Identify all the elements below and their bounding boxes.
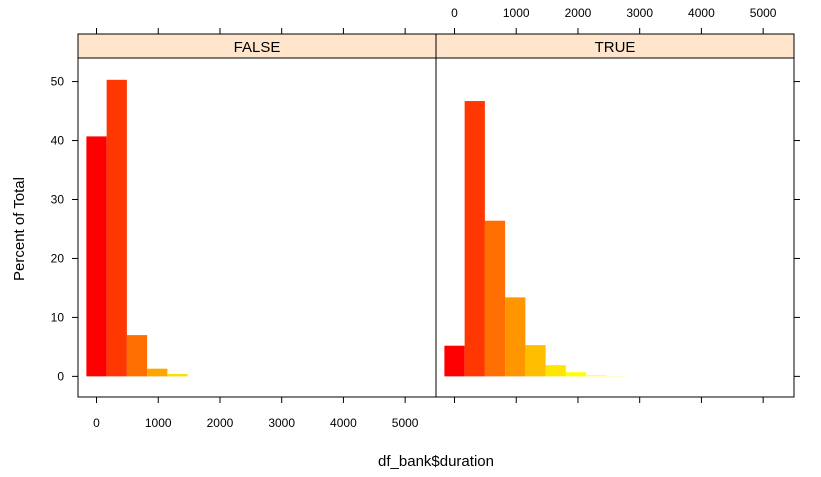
x-tick-label-top-0: 0 xyxy=(451,6,458,20)
y-axis-title: Percent of Total xyxy=(11,177,28,281)
panel-true-bar-2 xyxy=(484,220,506,377)
x-axis-title: df_bank$duration xyxy=(378,453,494,470)
panel-false-strip xyxy=(77,33,437,59)
panel-true-strip-label: TRUE xyxy=(595,39,636,56)
panel-true-bar-3 xyxy=(505,297,526,377)
panel-true-bar-1 xyxy=(464,101,485,377)
panels-group: FALSE TRUE xyxy=(77,33,795,398)
panel-true-frame xyxy=(435,57,795,398)
y-tick-label-5: 50 xyxy=(51,75,65,89)
x-tick-label-top-4: 4000 xyxy=(688,6,715,20)
x-tick-label-top-2: 2000 xyxy=(565,6,592,20)
y-tick-label-4: 40 xyxy=(51,134,65,148)
y-tick-label-0: 0 xyxy=(57,369,64,383)
x-tick-label-bottom-2: 2000 xyxy=(207,416,234,430)
x-tick-label-bottom-0: 0 xyxy=(93,416,100,430)
panel-true-bar-4 xyxy=(525,345,546,377)
panel-true-strip xyxy=(435,33,795,59)
x-tick-label-bottom-4: 4000 xyxy=(330,416,357,430)
panel-false-bar-3 xyxy=(147,368,168,377)
panel-true-bar-8 xyxy=(606,375,627,377)
x-tick-label-bottom-3: 3000 xyxy=(268,416,295,430)
x-tick-label-bottom-5: 5000 xyxy=(392,416,419,430)
panel-false-bar-1 xyxy=(106,79,127,377)
y-tick-label-2: 20 xyxy=(51,251,65,265)
y-tick-label-1: 10 xyxy=(51,310,65,324)
x-tick-label-top-5: 5000 xyxy=(750,6,777,20)
panel-false-bar-4 xyxy=(167,374,188,377)
panel-true-bar-0 xyxy=(444,345,465,377)
x-tick-label-bottom-1: 1000 xyxy=(145,416,172,430)
panel-true-bar-5 xyxy=(545,365,566,377)
x-tick-label-top-3: 3000 xyxy=(626,6,653,20)
panel-true-bar-6 xyxy=(565,372,587,377)
y-tick-label-3: 30 xyxy=(51,192,65,206)
panel-false-bar-2 xyxy=(126,335,148,377)
axes-group: 0 0 1000 1000 2000 2000 3000 3000 4000 4000 5000 50… xyxy=(51,6,800,430)
panel-true-bar-7 xyxy=(586,375,607,377)
panel-false-strip-label: FALSE xyxy=(234,39,281,56)
x-tick-label-top-1: 1000 xyxy=(503,6,530,20)
panel-false-bar-0 xyxy=(86,136,107,377)
